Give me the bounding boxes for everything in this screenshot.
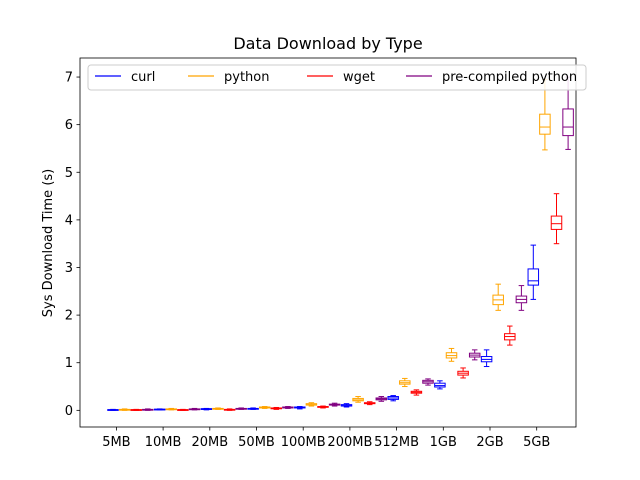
box-pre-compiled-python-512MB [422,378,434,386]
x-tick-label: 200MB [327,435,372,450]
x-tick-label: 50MB [238,435,275,450]
y-tick-label: 0 [65,404,73,419]
x-tick-label: 5GB [523,435,550,450]
box-curl-512MB [387,395,399,402]
y-tick-label: 3 [65,261,73,276]
box-body [562,108,574,137]
y-tick-label: 6 [65,118,73,133]
plot-area: 0 1 2 3 4 5 6 7 5MB 10MB 20MB 50MB 100MB 200MB 512MB 1G… [65,57,577,450]
box-wget-5MB [130,408,142,411]
box-curl-2GB [480,349,493,368]
x-tick-label: 100MB [281,435,326,450]
box-python-2GB [492,283,504,311]
box-pre-compiled-python-2GB [515,285,528,311]
legend: curl python wget pre-compiled python [87,64,587,91]
x-tick-label: 1GB [430,435,457,450]
y-tick-label: 7 [65,71,73,86]
box-python-512MB [399,377,411,388]
box-curl-200MB [340,403,353,408]
x-tick-label: 5MB [102,435,130,450]
legend-box [87,64,587,91]
y-tick-label: 4 [65,213,73,228]
series-curl [107,244,540,411]
box-pre-compiled-python-20MB [235,407,247,410]
box-pre-compiled-python-200MB [375,396,388,402]
legend-label: python [224,70,269,85]
box-wget-1GB [457,367,469,379]
x-tick-label: 20MB [191,435,228,450]
box-wget-10MB [177,408,189,411]
chart-title: Data Download by Type [233,34,422,53]
legend-label: wget [343,70,375,85]
series-pre-compiled-python [142,76,574,411]
box-curl-100MB [294,406,306,410]
box-pre-compiled-python-100MB [328,402,341,407]
box-pre-compiled-python-50MB [282,406,294,409]
box-curl-5GB [527,244,540,300]
box-curl-5MB [107,408,119,411]
series-wget [130,193,563,411]
box-pre-compiled-python-10MB [188,407,201,411]
box-body [527,268,540,286]
box-curl-20MB [200,407,213,411]
x-tick-label: 2GB [476,435,503,450]
box-python-5MB [118,408,131,411]
box-python-20MB [212,407,224,410]
box-python-50MB [258,406,271,409]
box-curl-1GB [434,380,446,390]
box-wget-2GB [504,325,516,346]
y-tick-label: 5 [65,166,73,181]
box-python-1GB [445,347,458,362]
axes-frame [79,57,577,428]
x-tick-label: 10MB [145,435,182,450]
box-body [539,113,551,135]
box-wget-20MB [223,408,236,411]
box-wget-5GB [550,193,563,245]
box-wget-100MB [317,405,329,409]
box-wget-50MB [270,406,283,410]
box-curl-50MB [247,407,259,410]
y-tick-label: 2 [65,309,73,324]
box-wget-512MB [410,389,423,396]
box-python-100MB [305,402,318,407]
box-curl-10MB [153,408,166,411]
legend-label: pre-compiled python [442,70,577,85]
y-axis-label: Sys Download Time (s) [41,169,56,317]
y-tick-label: 1 [65,356,73,371]
box-python-200MB [352,396,364,403]
box-python-10MB [165,407,178,411]
legend-label: curl [131,70,155,85]
box-pre-compiled-python-5MB [142,408,154,411]
x-tick-label: 512MB [374,435,419,450]
box-body [550,215,563,230]
box-pre-compiled-python-1GB [468,349,481,361]
box-wget-200MB [363,401,376,406]
